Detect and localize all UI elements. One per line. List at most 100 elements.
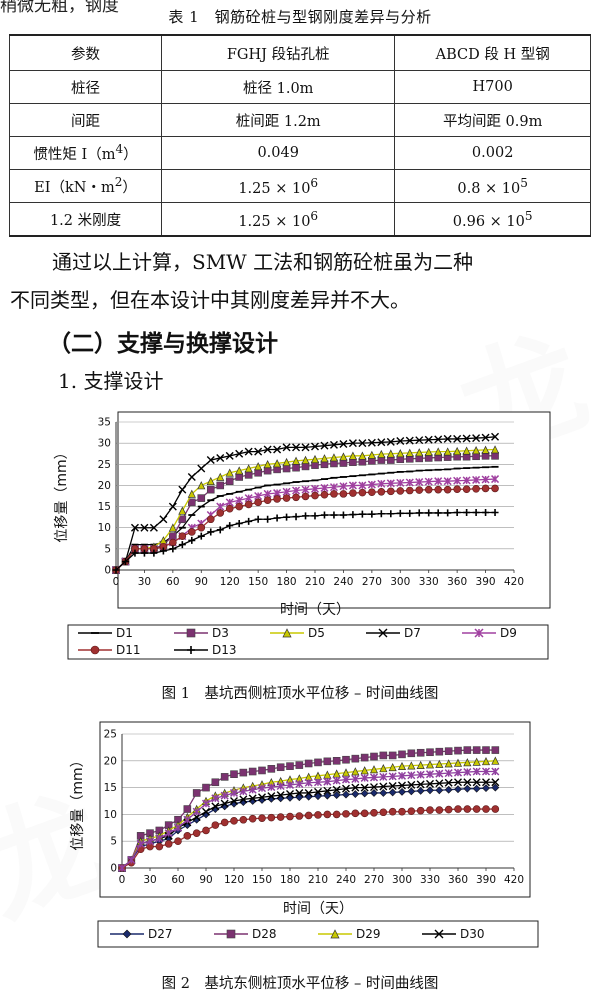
- data-point: [349, 458, 357, 466]
- data-point: [407, 771, 416, 780]
- data-point: [225, 504, 234, 513]
- data-point: [407, 807, 416, 815]
- data-point: [197, 464, 206, 473]
- data-point: [197, 523, 206, 532]
- data-point: [434, 485, 442, 494]
- data-point: [481, 445, 490, 454]
- data-point: [462, 485, 471, 494]
- data-point: [369, 765, 379, 774]
- section-heading: （二）支撑与换撑设计: [48, 331, 278, 357]
- data-point: [435, 806, 444, 814]
- x-tick-label: 180: [277, 576, 297, 588]
- y-axis-label: 位移量（mm）: [70, 753, 86, 850]
- data-point: [330, 476, 338, 479]
- data-point: [188, 514, 196, 516]
- data-point: [348, 439, 357, 448]
- data-point: [454, 746, 462, 755]
- data-point: [112, 566, 120, 574]
- table-cell-param: 1.2 米刚度: [8, 202, 163, 237]
- data-point: [320, 490, 329, 499]
- data-point: [342, 790, 350, 799]
- table-cell-fghj: 桩径 1.0m: [161, 70, 396, 104]
- data-point: [386, 449, 395, 458]
- data-point: [425, 770, 435, 779]
- data-point: [169, 538, 177, 547]
- data-point: [169, 545, 177, 553]
- data-point: [188, 528, 196, 536]
- y-tick-label: 10: [98, 522, 111, 534]
- y-tick-label: 35: [98, 417, 111, 429]
- data-point: [491, 805, 500, 813]
- data-point: [202, 783, 210, 792]
- data-point: [292, 443, 301, 452]
- paragraph-line: 通过以上计算，SMW 工法和钢筋砼桩虽为二种: [52, 250, 474, 274]
- legend-item: D13: [174, 643, 237, 657]
- data-point: [286, 762, 294, 770]
- data-point: [239, 787, 248, 796]
- data-point: [216, 502, 225, 511]
- data-point: [434, 477, 443, 486]
- data-point: [302, 480, 310, 483]
- chart-frame: [117, 411, 551, 609]
- data-point: [254, 491, 263, 501]
- x-tick-label: 210: [305, 576, 325, 588]
- data-point: [276, 781, 285, 791]
- data-point: [332, 756, 341, 765]
- data-point: [301, 455, 310, 464]
- data-point: [481, 757, 491, 766]
- legend-item: D11: [78, 643, 141, 657]
- data-point: [377, 487, 386, 496]
- data-point: [178, 526, 186, 529]
- data-point: [443, 477, 452, 486]
- data-point: [226, 522, 234, 530]
- data-point: [220, 799, 229, 808]
- data-point: [248, 794, 257, 803]
- data-point: [491, 783, 500, 792]
- data-point: [159, 515, 168, 524]
- data-point: [216, 472, 225, 481]
- legend-label: D30: [460, 927, 485, 941]
- data-point: [276, 813, 285, 821]
- data-point: [225, 498, 234, 507]
- data-point: [424, 435, 433, 444]
- data-point: [387, 471, 395, 474]
- table-cell-param: EI（kN・m2）: [8, 169, 163, 203]
- data-point: [304, 788, 313, 797]
- data-point: [235, 519, 243, 527]
- x-tick-label: 30: [138, 576, 151, 588]
- data-point: [188, 498, 196, 507]
- data-point: [220, 791, 229, 800]
- data-point: [244, 500, 253, 509]
- east-displacement-chart: 0 5 10 15 20 25 0 30 60 90 120 150 180 210 240 270 300 33…: [70, 721, 539, 948]
- data-point: [230, 817, 238, 825]
- data-point: [351, 809, 360, 818]
- data-point: [444, 509, 452, 517]
- data-point: [283, 513, 291, 521]
- data-point: [320, 511, 328, 519]
- data-point: [164, 840, 173, 848]
- data-point: [379, 772, 388, 781]
- data-point: [295, 779, 304, 788]
- data-point: [405, 486, 414, 495]
- data-point: [282, 443, 291, 452]
- data-point: [482, 778, 490, 787]
- data-point: [188, 536, 196, 544]
- table-header-cell: 参数: [8, 34, 163, 71]
- data-point: [388, 762, 397, 772]
- data-point: [183, 805, 192, 813]
- data-point: [474, 628, 484, 638]
- data-point: [330, 490, 338, 498]
- data-point: [245, 517, 253, 525]
- data-point: [295, 812, 304, 820]
- data-point: [226, 929, 236, 939]
- data-point: [286, 812, 294, 821]
- x-tick-label: 60: [171, 874, 184, 886]
- data-point: [235, 466, 244, 475]
- data-point: [398, 781, 406, 790]
- y-tick-label: 15: [104, 782, 117, 794]
- data-point: [386, 479, 395, 488]
- table-header-cell: FGHJ 段钻孔桩: [161, 34, 396, 71]
- data-point: [257, 784, 267, 793]
- x-tick-label: 120: [224, 874, 244, 886]
- data-point: [472, 805, 481, 813]
